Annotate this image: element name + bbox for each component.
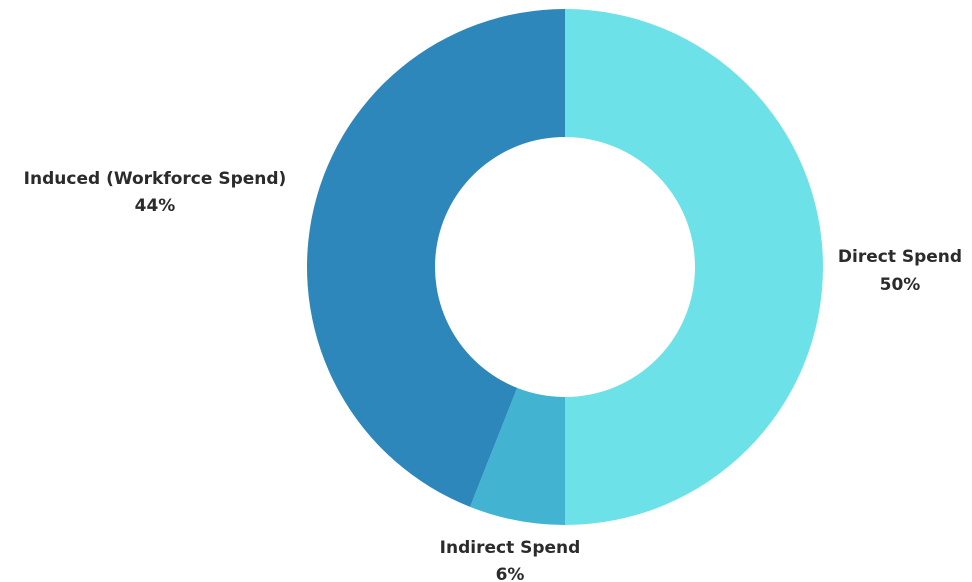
donut-slices (307, 9, 823, 525)
slice-name-label-induced-workforce-spend: Induced (Workforce Spend) (24, 169, 287, 189)
slice-indirect-spend (470, 387, 565, 525)
slice-value-label-indirect-spend: 6% (496, 565, 525, 582)
slice-name-label-indirect-spend: Indirect Spend (440, 538, 581, 558)
slice-direct-spend (565, 9, 823, 525)
slice-value-label-induced-workforce-spend: 44% (135, 196, 176, 216)
slice-induced-workforce-spend (307, 9, 565, 507)
slice-value-label-direct-spend: 50% (880, 275, 921, 295)
slice-name-label-direct-spend: Direct Spend (838, 247, 962, 267)
